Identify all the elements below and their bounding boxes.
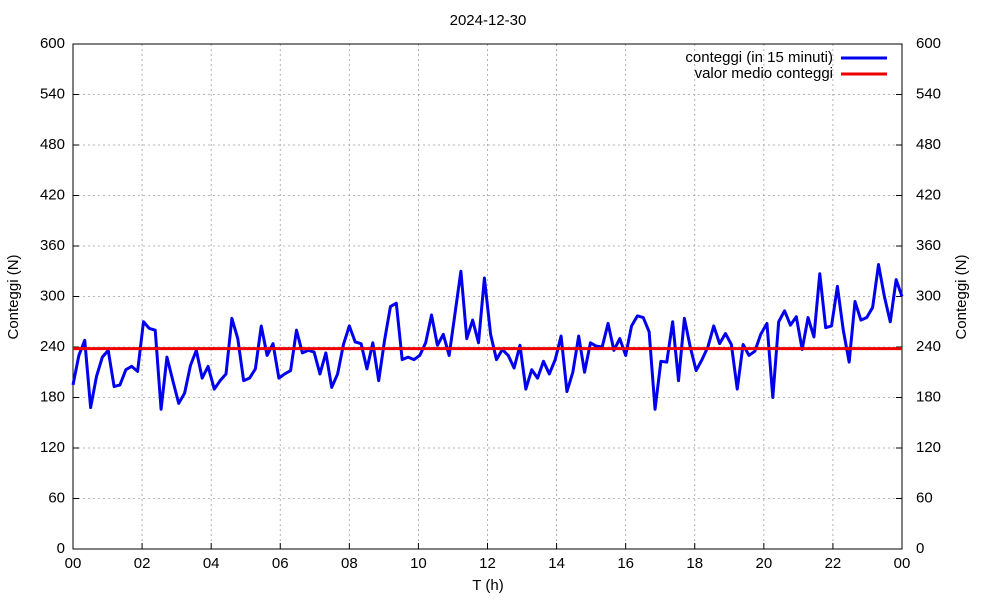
x-tick-label: 06 bbox=[272, 555, 289, 572]
chart-title: 2024-12-30 bbox=[450, 12, 527, 29]
y2-tick-label: 120 bbox=[916, 439, 941, 456]
y2-tick-label: 300 bbox=[916, 287, 941, 304]
y2-axis-label: Conteggi (N) bbox=[953, 254, 970, 339]
y-tick-label: 0 bbox=[57, 540, 65, 557]
x-tick-label: 02 bbox=[134, 555, 151, 572]
series-line bbox=[71, 263, 904, 411]
x-tick-label: 00 bbox=[894, 555, 911, 572]
y-tick-label: 120 bbox=[40, 439, 65, 456]
y-tick-label: 60 bbox=[48, 489, 65, 506]
x-tick-label: 14 bbox=[548, 555, 565, 572]
y-tick-label: 540 bbox=[40, 85, 65, 102]
x-tick-label: 10 bbox=[410, 555, 427, 572]
x-tick-label: 04 bbox=[203, 555, 220, 572]
x-tick-label: 22 bbox=[825, 555, 842, 572]
x-tick-label: 20 bbox=[755, 555, 772, 572]
y-tick-label: 420 bbox=[40, 186, 65, 203]
y-tick-label: 480 bbox=[40, 136, 65, 153]
x-axis-label: T (h) bbox=[472, 577, 503, 594]
x-tick-label: 08 bbox=[341, 555, 358, 572]
legend-label: valor medio conteggi bbox=[695, 65, 833, 82]
y-tick-label: 360 bbox=[40, 237, 65, 254]
y2-tick-label: 540 bbox=[916, 85, 941, 102]
y2-tick-label: 480 bbox=[916, 136, 941, 153]
y-tick-label: 240 bbox=[40, 338, 65, 355]
legend-label: conteggi (in 15 minuti) bbox=[685, 49, 833, 66]
y-tick-label: 300 bbox=[40, 287, 65, 304]
y2-tick-label: 180 bbox=[916, 388, 941, 405]
x-tick-label: 16 bbox=[617, 555, 634, 572]
x-tick-label: 12 bbox=[479, 555, 496, 572]
y2-tick-label: 0 bbox=[916, 540, 924, 557]
y2-tick-label: 60 bbox=[916, 489, 933, 506]
y-tick-label: 180 bbox=[40, 388, 65, 405]
y2-tick-label: 420 bbox=[916, 186, 941, 203]
y-axis-label: Conteggi (N) bbox=[5, 254, 22, 339]
y-tick-label: 600 bbox=[40, 35, 65, 52]
y2-tick-label: 600 bbox=[916, 35, 941, 52]
x-tick-label: 00 bbox=[65, 555, 82, 572]
y2-tick-label: 240 bbox=[916, 338, 941, 355]
y2-tick-label: 360 bbox=[916, 237, 941, 254]
x-tick-label: 18 bbox=[686, 555, 703, 572]
